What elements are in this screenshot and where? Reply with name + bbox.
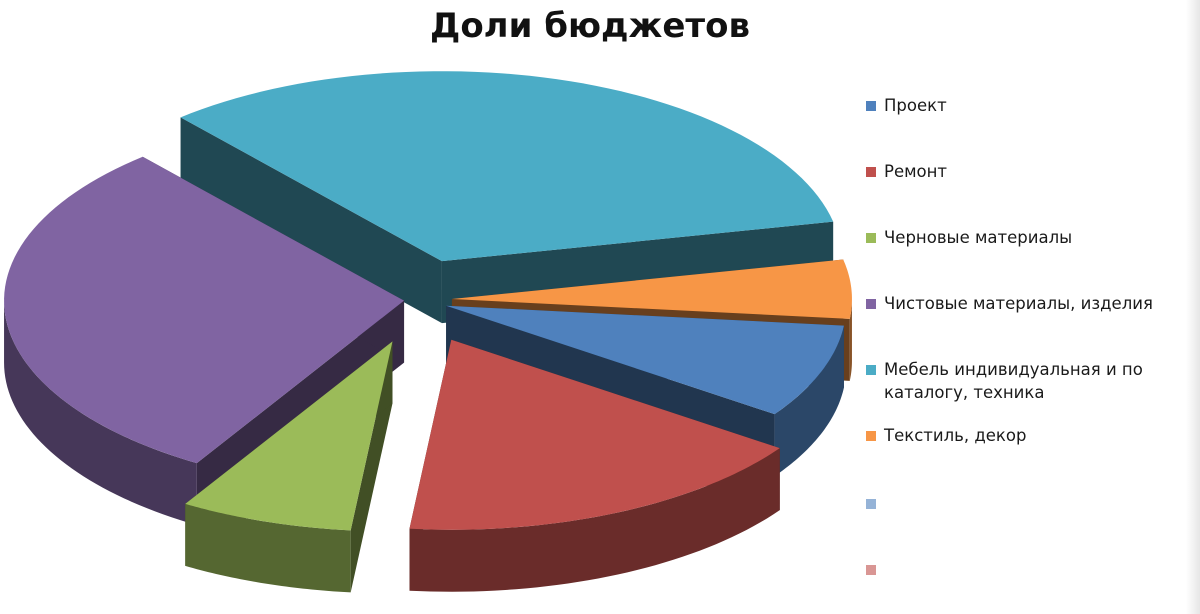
slice-top <box>409 339 780 530</box>
legend-swatch <box>866 101 876 111</box>
slice-top <box>180 71 834 262</box>
slice-rim <box>4 300 197 526</box>
legend-swatch <box>866 233 876 243</box>
legend-swatch <box>866 565 876 575</box>
legend-item: Проект <box>866 94 1196 117</box>
pie-slice: Ремонт <box>409 339 780 592</box>
legend-item: Мебель индивидуальная и по каталогу, тех… <box>866 358 1196 404</box>
pie-slice: Черновые материалы <box>185 341 393 593</box>
slice-top <box>451 259 852 319</box>
page-edge <box>1186 0 1200 614</box>
slice-top <box>446 305 844 415</box>
legend-item: Ремонт <box>866 160 1196 183</box>
legend-item: Текстиль, декор <box>866 424 1196 447</box>
slice-rim <box>774 325 844 477</box>
slice-top <box>4 156 405 464</box>
slice-rim <box>409 448 780 592</box>
pie-slice: Мебель индивидуальная и по каталогу, тех… <box>180 71 834 324</box>
legend-label: Текстиль, декор <box>884 426 1027 445</box>
legend-label: Мебель индивидуальная и по каталогу, тех… <box>884 360 1143 402</box>
legend-item: Чистовые материалы, изделия <box>866 292 1196 315</box>
legend-swatch <box>866 167 876 177</box>
legend-swatch <box>866 431 876 441</box>
legend-swatch <box>866 299 876 309</box>
legend-swatch <box>866 499 876 509</box>
slice-top <box>185 341 393 531</box>
legend-label: Ремонт <box>884 162 948 181</box>
legend-swatch <box>866 365 876 375</box>
slice-rim <box>849 299 852 381</box>
legend-item: Черновые материалы <box>866 226 1196 249</box>
slice-rim <box>185 503 351 593</box>
slice-side-face <box>180 117 442 324</box>
legend-label: Чистовые материалы, изделия <box>884 294 1153 313</box>
legend-label: Черновые материалы <box>884 228 1073 247</box>
legend-label: Проект <box>884 96 947 115</box>
chart-title: Доли бюджетов <box>430 6 750 46</box>
